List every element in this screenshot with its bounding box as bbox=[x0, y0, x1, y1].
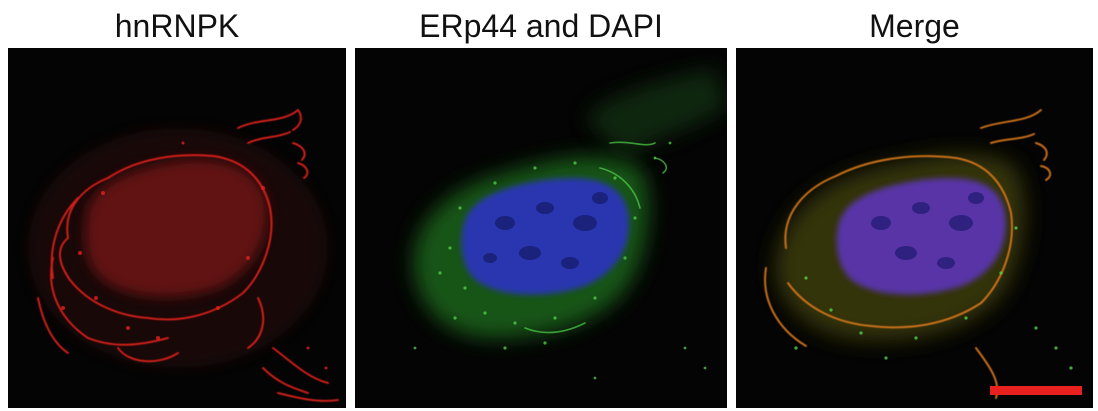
nucleus-stain bbox=[85, 159, 268, 297]
micrograph-erp44-dapi bbox=[355, 48, 727, 408]
mitochondria-network bbox=[37, 109, 339, 402]
panel-title-hnrnpk: hnRNPK bbox=[114, 8, 240, 44]
scale-bar bbox=[990, 386, 1082, 395]
panel-title-erp44-dapi: ERp44 and DAPI bbox=[419, 8, 663, 44]
micrograph-hnrnpk bbox=[8, 48, 346, 408]
merge-nucleoli bbox=[871, 192, 984, 269]
merge-image bbox=[764, 109, 1073, 399]
merge-nucleus bbox=[836, 178, 1006, 295]
hnrnpk-image bbox=[28, 109, 339, 402]
micrograph-merge bbox=[736, 48, 1093, 408]
er-extension bbox=[585, 68, 727, 158]
nucleoli bbox=[483, 192, 608, 269]
panel-title-merge: Merge bbox=[869, 8, 960, 44]
nucleus-dapi bbox=[461, 178, 629, 295]
erp44-dapi-image bbox=[413, 68, 727, 380]
er-strands bbox=[524, 141, 667, 334]
merge-mitochondria bbox=[764, 109, 1052, 399]
merge-green-speckles bbox=[794, 226, 1073, 370]
mitochondria-dots bbox=[61, 141, 328, 370]
